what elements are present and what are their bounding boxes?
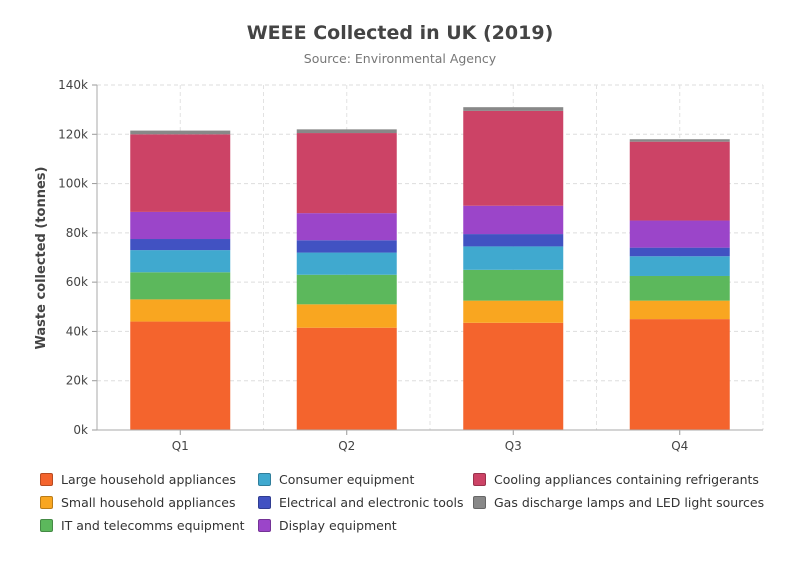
bar-segment[interactable] [629, 300, 730, 320]
bar-segment[interactable] [296, 213, 397, 241]
bar-segment[interactable] [296, 129, 397, 134]
legend-item[interactable]: Gas discharge lamps and LED light source… [473, 493, 773, 511]
chart-subtitle: Source: Environmental Agency [303, 51, 497, 66]
legend-label: Consumer equipment [279, 471, 415, 487]
bars [130, 107, 730, 430]
legend-swatch [258, 518, 271, 532]
x-tick-label: Q3 [505, 439, 522, 453]
x-tick-label: Q4 [671, 439, 688, 453]
y-tick-label: 100k [58, 177, 88, 191]
x-tick-label: Q1 [172, 439, 189, 453]
chart-plot-area: 0k 20k 40k 60k 80k 100k 120k 140k Q1 Q2 Q3 Q4 Waste… [34, 78, 764, 453]
bar-segment[interactable] [296, 133, 397, 214]
legend-swatch [40, 518, 53, 532]
bar-segment[interactable] [463, 234, 564, 247]
legend-label: Cooling appliances containing refrigeran… [494, 471, 759, 487]
y-axis-label: Waste collected (tonnes) [34, 167, 49, 350]
legend-swatch [258, 472, 271, 486]
bar-segment[interactable] [629, 275, 730, 301]
legend-item[interactable]: Large household appliances [40, 470, 258, 488]
legend-label: Small household appliances [61, 494, 236, 510]
bar-segment[interactable] [463, 110, 564, 206]
bar-segment[interactable] [296, 252, 397, 275]
bar-segment[interactable] [296, 240, 397, 253]
legend-label: Electrical and electronic tools [279, 494, 464, 510]
legend-swatch [258, 495, 271, 509]
y-tick-label: 60k [66, 275, 88, 289]
bar-segment[interactable] [629, 319, 730, 430]
legend-item[interactable]: Display equipment [258, 516, 473, 534]
legend-item[interactable]: Small household appliances [40, 493, 258, 511]
bar-segment[interactable] [629, 220, 730, 248]
bar-segment[interactable] [296, 304, 397, 328]
legend: Large household appliances Consumer equip… [40, 470, 780, 534]
y-tick-label: 20k [66, 374, 88, 388]
bar-segment[interactable] [629, 139, 730, 142]
bar-segment[interactable] [463, 205, 564, 235]
legend-item[interactable]: Consumer equipment [258, 470, 473, 488]
legend-item[interactable]: Electrical and electronic tools [258, 493, 473, 511]
legend-swatch [473, 472, 486, 486]
legend-swatch [40, 495, 53, 509]
x-tick-label: Q2 [338, 439, 355, 453]
y-tick-label: 0k [73, 423, 88, 437]
bar-segment[interactable] [130, 239, 231, 251]
legend-swatch [40, 472, 53, 486]
bar-segment[interactable] [130, 272, 231, 300]
legend-label: Display equipment [279, 517, 397, 533]
legend-label: Gas discharge lamps and LED light source… [494, 494, 765, 510]
bar-segment[interactable] [629, 256, 730, 276]
bar-segment[interactable] [130, 321, 231, 430]
bar-segment[interactable] [629, 247, 730, 257]
bar-segment[interactable] [130, 250, 231, 273]
bar-segment[interactable] [463, 246, 564, 270]
y-tick-label: 80k [66, 226, 88, 240]
axes: 0k 20k 40k 60k 80k 100k 120k 140k Q1 Q2 Q3 Q4 [58, 78, 763, 453]
bar-segment[interactable] [296, 274, 397, 305]
bar-segment[interactable] [463, 300, 564, 323]
legend-swatch [473, 495, 486, 509]
y-tick-label: 40k [66, 324, 88, 338]
bar-segment[interactable] [130, 211, 231, 240]
bar-segment[interactable] [296, 327, 397, 430]
bar-segment[interactable] [463, 322, 564, 430]
legend-item[interactable]: Cooling appliances containing refrigeran… [473, 470, 773, 488]
bar-segment[interactable] [130, 299, 231, 322]
bar-segment[interactable] [463, 269, 564, 301]
bar-segment[interactable] [130, 134, 231, 212]
bar-segment[interactable] [629, 141, 730, 221]
legend-item[interactable]: IT and telecomms equipment [40, 516, 258, 534]
legend-label: IT and telecomms equipment [61, 517, 245, 533]
legend-label: Large household appliances [61, 471, 236, 487]
bar-segment[interactable] [463, 107, 564, 111]
bar-segment[interactable] [130, 130, 231, 135]
y-tick-label: 140k [58, 78, 88, 92]
y-tick-label: 120k [58, 127, 88, 141]
chart-title: WEEE Collected in UK (2019) [246, 22, 554, 44]
